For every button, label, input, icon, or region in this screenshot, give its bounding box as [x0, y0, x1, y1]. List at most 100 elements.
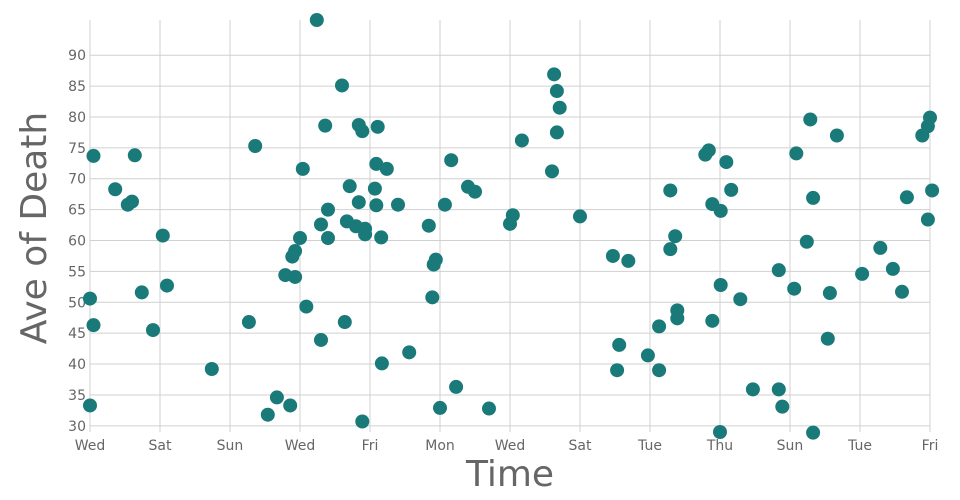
data-point — [428, 252, 443, 267]
data-point — [745, 382, 760, 397]
data-point — [134, 285, 149, 300]
x-tick-label: Wed — [495, 438, 526, 454]
data-point — [789, 146, 804, 161]
y-tick-label: 60 — [68, 234, 86, 250]
data-point — [86, 318, 101, 333]
data-points — [83, 13, 940, 440]
data-point — [803, 112, 818, 127]
data-point — [125, 194, 139, 209]
data-point — [799, 234, 814, 249]
data-point — [425, 290, 440, 305]
y-axis-title: Ave of Death — [14, 112, 55, 344]
y-tick-label: 40 — [68, 357, 86, 373]
data-point — [260, 407, 275, 422]
data-point — [355, 414, 370, 429]
y-tick-label: 65 — [68, 203, 86, 219]
y-tick-label: 45 — [68, 326, 86, 342]
data-point — [321, 231, 335, 246]
x-tick-label: Fri — [362, 438, 379, 454]
data-point — [433, 400, 447, 415]
x-tick-label: Thu — [706, 438, 733, 454]
data-point — [468, 184, 482, 199]
data-point — [724, 182, 739, 197]
data-point — [549, 84, 564, 99]
x-axis-ticks: Wed Sat Sun Wed Fri Mon Wed Sat Tue Thu Sun Tue Fri — [75, 438, 939, 454]
data-point — [241, 315, 256, 330]
data-point — [605, 248, 620, 263]
y-axis-ticks: 30 35 40 45 50 55 60 65 70 75 80 85 90 — [68, 48, 86, 435]
data-point — [610, 363, 625, 378]
data-point — [621, 253, 636, 268]
data-point — [545, 164, 559, 179]
data-point — [155, 228, 170, 243]
data-point — [885, 261, 900, 276]
data-point — [437, 197, 452, 212]
data-point — [309, 13, 324, 27]
data-point — [514, 133, 529, 148]
x-tick-label: Wed — [75, 438, 106, 454]
data-point — [923, 110, 937, 125]
data-point — [822, 286, 837, 301]
x-tick-label: Sat — [569, 438, 592, 454]
data-point — [444, 153, 459, 168]
data-point — [733, 292, 748, 307]
data-point — [640, 348, 655, 363]
data-point — [370, 119, 385, 134]
x-tick-label: Tue — [847, 438, 872, 454]
data-point — [248, 139, 263, 154]
x-tick-label: Wed — [285, 438, 316, 454]
x-axis-title: Time — [465, 454, 554, 495]
data-point — [83, 398, 97, 413]
data-point — [713, 203, 728, 218]
data-point — [355, 124, 370, 139]
data-point — [86, 148, 101, 163]
data-point — [612, 337, 627, 352]
data-point — [806, 190, 821, 205]
data-point — [369, 156, 384, 171]
data-point — [269, 390, 284, 405]
data-point — [713, 425, 727, 439]
x-tick-label: Sun — [777, 438, 804, 454]
data-point — [873, 240, 888, 255]
data-point — [146, 323, 160, 338]
data-point — [379, 161, 394, 176]
data-point — [771, 263, 786, 278]
data-point — [670, 311, 685, 326]
data-point — [855, 266, 870, 281]
data-point — [295, 161, 310, 176]
data-point — [719, 155, 734, 170]
data-point — [701, 143, 716, 158]
data-point — [573, 209, 587, 224]
data-point — [421, 218, 436, 233]
y-tick-label: 90 — [68, 48, 86, 64]
x-tick-label: Fri — [922, 438, 939, 454]
data-point — [925, 183, 940, 198]
x-tick-label: Tue — [637, 438, 662, 454]
data-point — [787, 281, 802, 296]
data-point — [288, 244, 303, 259]
data-point — [713, 277, 728, 292]
data-point — [108, 182, 123, 197]
data-point — [204, 361, 219, 376]
y-tick-label: 50 — [68, 295, 86, 311]
y-tick-label: 70 — [68, 172, 86, 188]
data-point — [335, 78, 349, 93]
data-point — [127, 148, 142, 163]
data-point — [314, 332, 328, 347]
data-point — [367, 181, 382, 196]
data-point — [374, 356, 389, 371]
y-tick-label: 80 — [68, 110, 86, 126]
data-point — [449, 379, 464, 394]
data-point — [369, 198, 384, 213]
data-point — [83, 291, 97, 306]
data-point — [299, 299, 314, 314]
data-point — [358, 221, 373, 236]
y-tick-label: 35 — [68, 388, 86, 404]
data-point — [318, 118, 333, 133]
data-point — [899, 190, 914, 205]
data-point — [652, 319, 667, 334]
data-point — [283, 398, 298, 413]
data-point — [552, 100, 567, 115]
y-tick-label: 55 — [68, 264, 86, 280]
data-point — [402, 345, 417, 360]
